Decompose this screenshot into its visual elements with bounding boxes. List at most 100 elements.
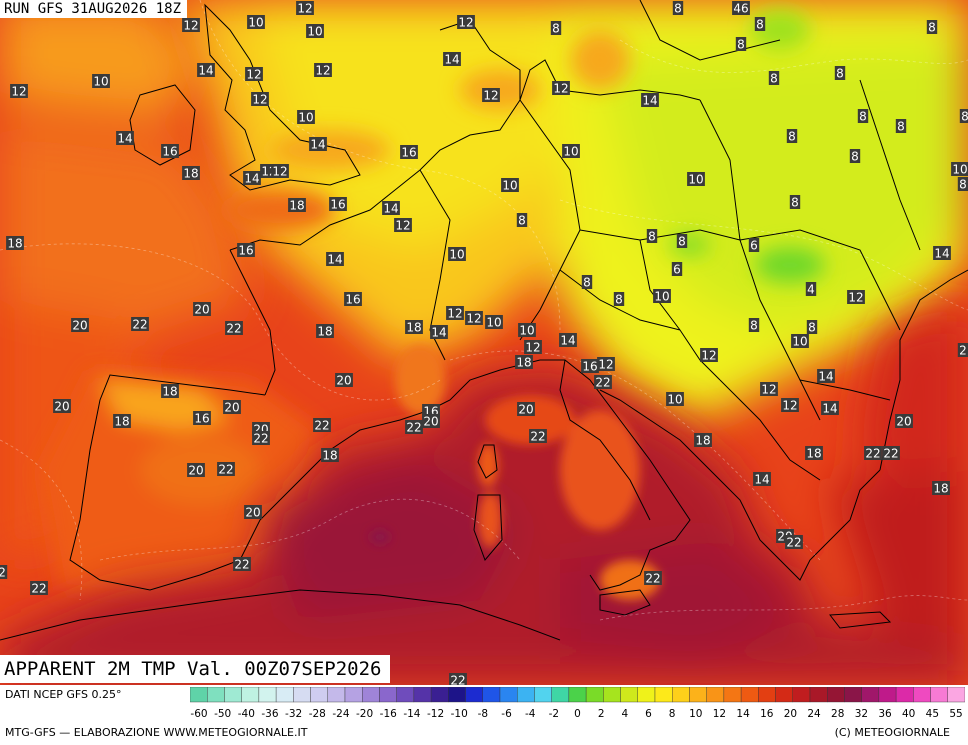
scale-tick-label: -12: [427, 708, 444, 720]
scale-tick-label: -32: [285, 708, 302, 720]
scale-swatch: [551, 687, 570, 703]
temperature-label: 10: [791, 334, 809, 349]
temperature-label: 12: [781, 398, 799, 413]
temperature-label: 14: [326, 252, 344, 267]
temperature-label: 8: [857, 109, 869, 124]
data-source-label: DATI NCEP GFS 0.25°: [5, 688, 122, 701]
temperature-value: 12: [598, 358, 613, 372]
temperature-label: 20: [193, 302, 211, 317]
temperature-value: 6: [673, 263, 681, 277]
temperature-value: 22: [31, 582, 46, 596]
temperature-value: 12: [447, 307, 462, 321]
temperature-value: 8: [648, 230, 656, 244]
temperature-value: 20: [336, 374, 351, 388]
temperature-value: 18: [933, 482, 948, 496]
temperature-label: 12: [700, 348, 718, 363]
temperature-label: 12: [457, 15, 475, 30]
temperature-value: 2: [0, 566, 6, 580]
scale-tick-label: 40: [902, 708, 915, 720]
scale-tick-label: -50: [214, 708, 231, 720]
temperature-value: 10: [502, 179, 517, 193]
scale-tick-label: -36: [261, 708, 278, 720]
temperature-value: 10: [93, 75, 108, 89]
scale-tick-label: -6: [501, 708, 512, 720]
temperature-value: 14: [327, 253, 342, 267]
temperature-value: 20: [896, 415, 911, 429]
temperature-label: 18: [405, 320, 423, 335]
scale-tick-label: -10: [451, 708, 468, 720]
scale-swatch: [362, 687, 380, 703]
temperature-label: 20: [244, 505, 262, 520]
temperature-label: 2: [0, 565, 8, 580]
temperature-label: 8: [735, 37, 747, 52]
temperature-value: 12: [761, 383, 776, 397]
temperature-label: 22: [217, 462, 235, 477]
temperature-value: 18: [516, 356, 531, 370]
temperature-label: 10: [562, 144, 580, 159]
temperature-value: 20: [54, 400, 69, 414]
temperature-label: 20: [53, 399, 71, 414]
temperature-value: 8: [615, 293, 623, 307]
temperature-value: 8: [678, 235, 686, 249]
scale-tick-label: -16: [380, 708, 397, 720]
scale-swatch: [654, 687, 673, 703]
temperature-label: 8: [550, 21, 562, 36]
temperature-value: 14: [818, 370, 833, 384]
temperature-label: 22: [225, 321, 243, 336]
temperature-label: 10: [92, 74, 110, 89]
temperature-value: 12: [11, 85, 26, 99]
temperature-value: 22: [595, 376, 610, 390]
temperature-label: 12: [251, 92, 269, 107]
variable-label: APPARENT 2M TMP Val. 00Z07SEP2026: [0, 655, 390, 683]
temperature-labels: 10 12 12 10 12 8 8 46 8 8 8 14 12 12 14 10 12 12 12 12 14 8 8 8…: [0, 1, 968, 685]
temperature-label: 22: [594, 375, 612, 390]
scale-swatch: [758, 687, 776, 703]
scale-swatch: [430, 687, 449, 703]
temperature-value: 22: [132, 318, 147, 332]
temperature-label: 18: [113, 414, 131, 429]
temperature-value: 20: [188, 464, 203, 478]
temperature-value: 8: [897, 120, 905, 134]
temperature-label: 10: [518, 323, 536, 338]
scale-swatch: [930, 687, 948, 703]
temperature-label: 16: [161, 144, 179, 159]
scale-swatch: [534, 687, 552, 703]
temperature-label: 12: [394, 218, 412, 233]
temperature-label: 8: [849, 149, 861, 164]
temperature-value: 14: [310, 138, 325, 152]
temperature-label: 20: [422, 414, 440, 429]
scale-swatch: [327, 687, 346, 703]
temperature-label: 8: [806, 320, 818, 335]
temperature-label: 22: [644, 571, 662, 586]
temperature-label: 22: [529, 429, 547, 444]
scale-swatch: [706, 687, 725, 703]
temperature-value: 12: [297, 2, 312, 16]
temperature-value: 22: [253, 432, 268, 446]
scale-tick-label: 0: [574, 708, 581, 720]
scale-swatch: [465, 687, 483, 703]
scale-swatch: [448, 687, 466, 703]
temperature-value: 18: [162, 385, 177, 399]
temperature-value: 12: [483, 89, 498, 103]
temperature-value: 10: [563, 145, 578, 159]
temperature-label: 22: [405, 420, 423, 435]
temperature-label: 8: [676, 234, 688, 249]
temperature-value: 16: [330, 198, 345, 212]
scale-swatch: [878, 687, 897, 703]
temperature-value: 8: [961, 110, 968, 124]
temperature-value: 20: [518, 403, 533, 417]
footer: DATI NCEP GFS 0.25° -60 -50 -40 -36 -32 -28 -2…: [0, 685, 968, 745]
temperature-label: 16: [237, 243, 255, 258]
temperature-label: 14: [817, 369, 835, 384]
temperature-label: 8: [786, 129, 798, 144]
temperature-value: 14: [934, 247, 949, 261]
temperature-label: 22: [313, 418, 331, 433]
temperature-value: 12: [272, 165, 287, 179]
temperature-label: 22: [30, 581, 48, 596]
temperature-label: 12: [182, 18, 200, 33]
temperature-label: 46: [732, 1, 750, 16]
temperature-value: 14: [754, 473, 769, 487]
temperature-label: 10: [666, 392, 684, 407]
temperature-value: 16: [194, 412, 209, 426]
temperature-label: 8: [768, 71, 780, 86]
